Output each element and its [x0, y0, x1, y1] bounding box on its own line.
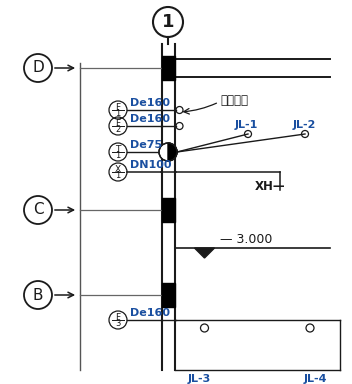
- Circle shape: [159, 143, 177, 161]
- Text: De160: De160: [130, 98, 170, 108]
- Text: C: C: [33, 202, 43, 217]
- Text: — 3.000: — 3.000: [220, 233, 272, 246]
- Text: De75: De75: [130, 140, 162, 150]
- Text: JL-4: JL-4: [303, 374, 327, 384]
- Polygon shape: [168, 143, 177, 161]
- Text: 1: 1: [115, 151, 121, 160]
- Text: 3: 3: [115, 319, 121, 328]
- Text: 1: 1: [115, 171, 121, 180]
- Text: XH—: XH—: [255, 180, 285, 194]
- Text: JL-2: JL-2: [293, 120, 316, 130]
- Text: De160: De160: [130, 114, 170, 124]
- Bar: [162, 56, 175, 80]
- Text: 1: 1: [115, 109, 121, 118]
- Text: F: F: [115, 103, 121, 112]
- Bar: [162, 283, 175, 307]
- Text: JL-3: JL-3: [188, 374, 211, 384]
- Text: F: F: [115, 313, 121, 322]
- Text: 1: 1: [162, 13, 174, 31]
- Text: DN100: DN100: [130, 160, 171, 170]
- Text: 防水套管: 防水套管: [220, 93, 248, 106]
- Text: F: F: [115, 119, 121, 128]
- Text: B: B: [33, 288, 43, 303]
- Text: T: T: [115, 145, 121, 154]
- Text: De160: De160: [130, 308, 170, 318]
- Text: D: D: [32, 61, 44, 76]
- Bar: [162, 198, 175, 222]
- Text: JL-1: JL-1: [235, 120, 258, 130]
- Polygon shape: [195, 248, 214, 258]
- Text: X: X: [115, 165, 121, 174]
- Text: 2: 2: [115, 125, 121, 134]
